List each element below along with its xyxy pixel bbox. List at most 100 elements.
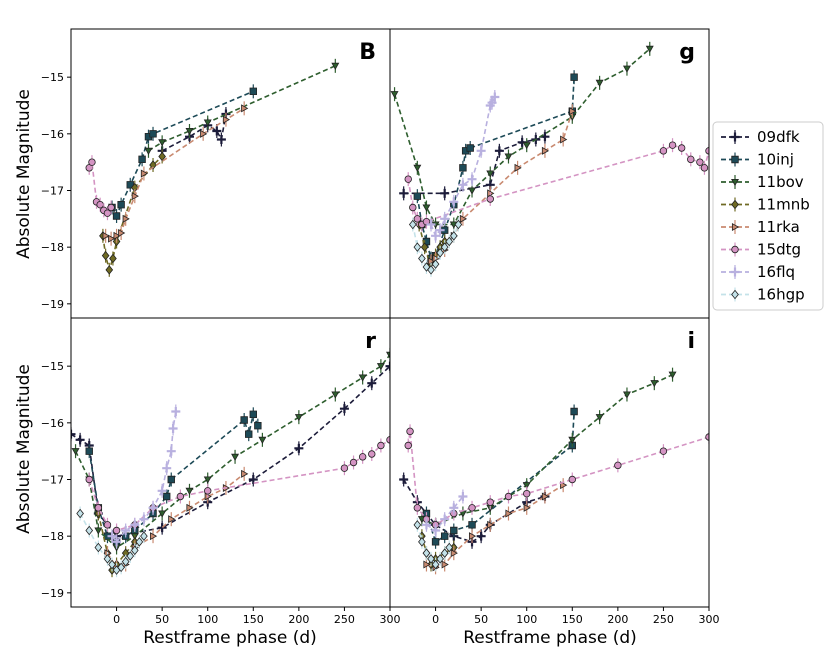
point-16flq xyxy=(476,146,486,156)
point-15dtg xyxy=(85,475,93,484)
point-11mnb xyxy=(109,253,117,264)
point-09dfk xyxy=(71,429,76,439)
point-10inj xyxy=(85,447,93,455)
point-10inj xyxy=(249,87,257,96)
y-axis-label-bottom: Absolute Magnitude xyxy=(14,364,34,534)
point-10inj xyxy=(431,538,440,546)
point-16flq xyxy=(130,520,140,530)
point-10inj xyxy=(249,410,257,419)
point-15dtg xyxy=(176,492,185,501)
point-11bov xyxy=(203,476,212,484)
point-15dtg xyxy=(404,441,412,450)
point-16flq xyxy=(490,92,500,102)
legend-label-11rka: 11rka xyxy=(757,218,800,236)
point-16flq xyxy=(440,514,450,524)
point-09dfk xyxy=(476,531,486,541)
point-11rka xyxy=(450,549,458,558)
point-16hgp xyxy=(408,219,417,230)
point-16hgp xyxy=(76,508,84,519)
point-11bov xyxy=(668,371,677,379)
point-15dtg xyxy=(468,504,476,512)
panel-frame-i xyxy=(389,317,710,608)
point-10inj xyxy=(450,526,458,535)
point-15dtg xyxy=(486,498,494,506)
point-11bov xyxy=(158,510,167,518)
x-tick-label: 150 xyxy=(562,613,583,626)
point-15dtg xyxy=(88,158,96,166)
point-11bov xyxy=(94,527,103,535)
point-11bov xyxy=(468,187,477,195)
point-11rka xyxy=(241,469,249,478)
point-16flq xyxy=(112,537,122,547)
point-16flq xyxy=(435,225,445,235)
point-16flq xyxy=(431,231,441,241)
panels-group: B −19 −18 −17 −16 −15 g r −19 −18 −17 −16 −15 0 50 100 1… xyxy=(41,28,720,626)
point-15dtg xyxy=(659,147,668,155)
point-16hgp xyxy=(427,265,435,275)
point-16flq xyxy=(449,503,459,513)
point-16flq xyxy=(458,180,468,190)
point-15dtg xyxy=(112,526,121,535)
point-10inj xyxy=(570,73,578,81)
point-09dfk xyxy=(216,135,226,144)
point-11rka xyxy=(514,163,522,172)
x-tick-label: 150 xyxy=(243,613,264,626)
point-15dtg xyxy=(413,504,422,512)
point-15dtg xyxy=(404,175,412,183)
point-10inj xyxy=(138,155,146,164)
point-11bov xyxy=(203,119,212,127)
legend: 09dfk 10inj 11bov 11mnb 11rka 15dtg 16flq 16hgp xyxy=(712,121,824,311)
x-tick-label: 300 xyxy=(699,613,720,626)
point-11rka xyxy=(459,214,468,223)
x-tick-label: 200 xyxy=(288,613,309,626)
point-11rka xyxy=(168,515,176,524)
series-line-16flq xyxy=(430,96,496,238)
series-line-11mnb xyxy=(418,224,446,267)
legend-label-16hgp: 16hgp xyxy=(757,286,805,304)
point-16hgp xyxy=(103,554,112,564)
panel-frame-g xyxy=(389,28,710,319)
point-16hgp xyxy=(454,219,463,230)
point-16hgp xyxy=(418,253,426,264)
x-axis-label-left: Restframe phase (d) xyxy=(143,628,317,648)
point-11bov xyxy=(185,487,194,495)
point-16hgp xyxy=(94,542,103,553)
point-11bov xyxy=(486,170,495,178)
point-09dfk xyxy=(385,361,390,371)
point-10inj xyxy=(413,192,422,200)
point-15dtg xyxy=(696,158,704,166)
point-10inj xyxy=(459,164,467,172)
point-10inj xyxy=(468,521,476,529)
point-16hgp xyxy=(422,548,431,558)
point-11bov xyxy=(595,79,604,87)
point-11rka xyxy=(487,520,495,529)
point-15dtg xyxy=(614,461,622,470)
series-line-11rka xyxy=(106,473,245,569)
legend-label-15dtg: 15dtg xyxy=(757,241,801,259)
point-10inj xyxy=(440,226,449,234)
x-tick-label: 50 xyxy=(155,613,169,626)
point-16hgp xyxy=(440,548,449,558)
point-11rka xyxy=(118,229,126,237)
y-tick-label: −17 xyxy=(41,185,64,198)
point-11rka xyxy=(131,192,139,201)
series-line-09dfk xyxy=(403,135,546,195)
legend-marker-11rka xyxy=(731,223,740,231)
point-16hgp xyxy=(418,537,426,547)
point-15dtg xyxy=(377,441,385,450)
point-15dtg xyxy=(677,144,686,152)
point-11bov xyxy=(331,62,340,70)
y-tick-label: −16 xyxy=(41,417,64,430)
point-10inj xyxy=(440,532,449,540)
panel-g: g xyxy=(389,28,710,319)
x-tick-label: 50 xyxy=(474,613,488,626)
point-10inj xyxy=(112,212,121,220)
point-10inj xyxy=(254,421,262,430)
point-16flq xyxy=(449,197,459,207)
point-16hgp xyxy=(117,562,125,573)
band-label-i: i xyxy=(687,329,695,354)
y-axis-label-top: Absolute Magnitude xyxy=(14,89,34,259)
legend-label-11mnb: 11mnb xyxy=(757,196,810,214)
point-11rka xyxy=(186,503,194,512)
point-15dtg xyxy=(103,521,112,529)
